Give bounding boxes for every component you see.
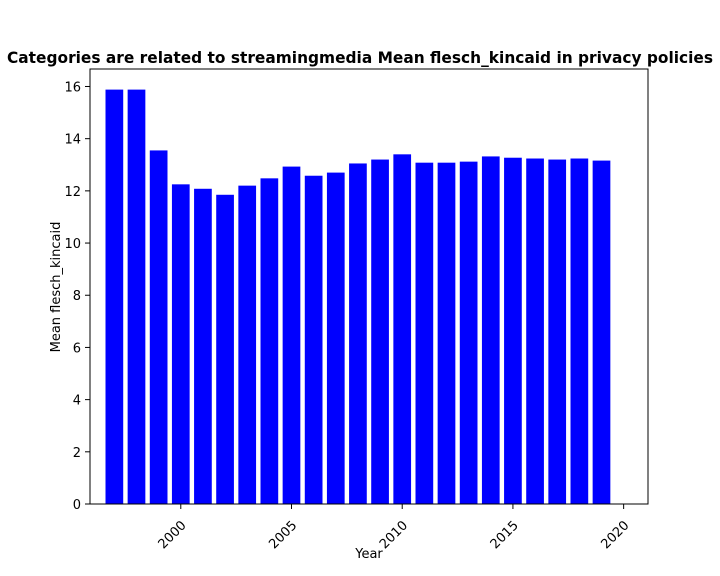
y-tick-label: 2 — [73, 446, 81, 461]
y-tick-label: 14 — [64, 133, 81, 148]
chart-title: Categories are related to streamingmedia… — [7, 48, 713, 67]
x-axis: 2000 2005 2010 2015 2020 — [156, 504, 632, 552]
plot-frame — [89, 68, 649, 505]
x-tick-label: 2005 — [266, 518, 300, 552]
y-tick-label: 8 — [73, 289, 81, 304]
y-axis: 0 2 4 6 8 10 12 14 16 — [64, 80, 90, 513]
bar-2007 — [326, 172, 345, 504]
y-axis-label: Mean flesch_kincaid — [49, 222, 64, 353]
y-tick-label: 4 — [73, 394, 81, 409]
y-tick-label: 10 — [64, 237, 81, 252]
bar-2008 — [349, 163, 367, 504]
y-tick-label: 16 — [64, 80, 81, 95]
bar-2017 — [548, 159, 567, 505]
y-tick-label: 12 — [64, 185, 81, 200]
x-tick-label: 2020 — [598, 518, 632, 552]
bar-2000 — [171, 184, 190, 504]
bar-2006 — [304, 175, 323, 505]
bar-2003 — [238, 185, 257, 504]
bar-2010 — [393, 154, 412, 504]
bar-2016 — [526, 158, 544, 504]
x-tick-label: 2000 — [156, 518, 190, 552]
bar-2004 — [260, 178, 279, 504]
bar-2002 — [216, 194, 234, 504]
x-tick-label: 2015 — [488, 518, 522, 552]
bar-2019 — [592, 160, 611, 504]
bar-2018 — [570, 158, 589, 504]
y-tick-label: 0 — [73, 498, 81, 513]
bar-2005 — [282, 166, 301, 504]
bar-2011 — [415, 162, 434, 504]
bar-1999 — [149, 150, 168, 505]
y-tick-label: 6 — [73, 341, 81, 356]
bar-1997 — [105, 89, 124, 505]
x-axis-label: Year — [354, 547, 383, 562]
bar-2015 — [504, 157, 522, 504]
bar-2013 — [459, 161, 478, 504]
bar-1998 — [127, 89, 146, 505]
bars-group — [105, 89, 611, 505]
bar-2009 — [371, 159, 389, 505]
bar-2001 — [194, 188, 212, 504]
bar-2012 — [437, 162, 456, 504]
bar-2014 — [481, 156, 500, 505]
